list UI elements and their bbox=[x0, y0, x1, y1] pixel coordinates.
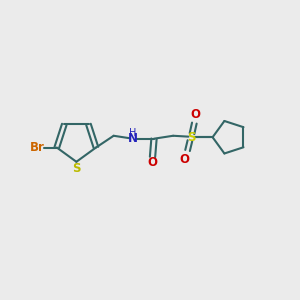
Text: O: O bbox=[180, 153, 190, 166]
Text: O: O bbox=[191, 108, 201, 122]
Text: S: S bbox=[187, 131, 196, 144]
Text: N: N bbox=[128, 132, 138, 145]
Text: Br: Br bbox=[30, 141, 44, 154]
Text: O: O bbox=[148, 156, 158, 169]
Text: S: S bbox=[72, 162, 81, 175]
Text: H: H bbox=[129, 128, 136, 138]
